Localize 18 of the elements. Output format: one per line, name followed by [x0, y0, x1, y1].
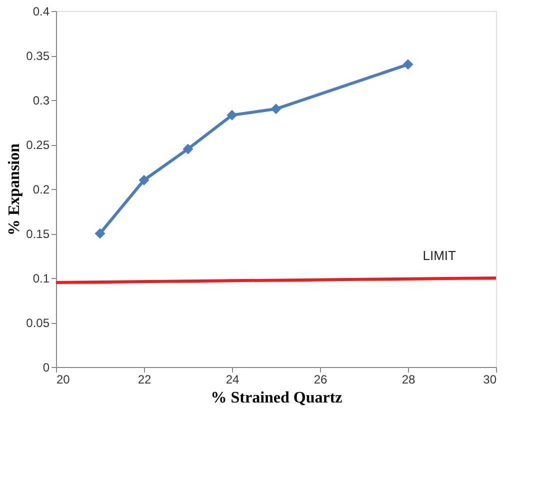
x-axis-title: % Strained Quartz — [210, 390, 342, 406]
y-tick-label: 0.2 — [32, 182, 50, 196]
x-tick-label: 30 — [483, 372, 497, 386]
y-tick-label: 0.4 — [32, 4, 50, 18]
y-tick-label: 0.05 — [26, 316, 50, 330]
y-tick-label: 0.3 — [32, 94, 50, 108]
y-tick-label: 0.15 — [26, 227, 50, 241]
y-axis-title: % Expansion — [6, 143, 24, 236]
x-tick-label: 24 — [226, 372, 240, 386]
y-tick-label: 0.25 — [26, 138, 50, 152]
y-tick-label: 0 — [42, 360, 50, 374]
y-tick-label: 0.1 — [32, 272, 50, 286]
y-tick-label: 0.35 — [26, 49, 50, 63]
x-tick-label: 20 — [56, 372, 70, 386]
series-label: LIMIT — [422, 248, 456, 263]
x-tick-label: 22 — [138, 372, 152, 386]
x-tick-label: 28 — [402, 372, 416, 386]
x-tick-label: 26 — [314, 372, 328, 386]
